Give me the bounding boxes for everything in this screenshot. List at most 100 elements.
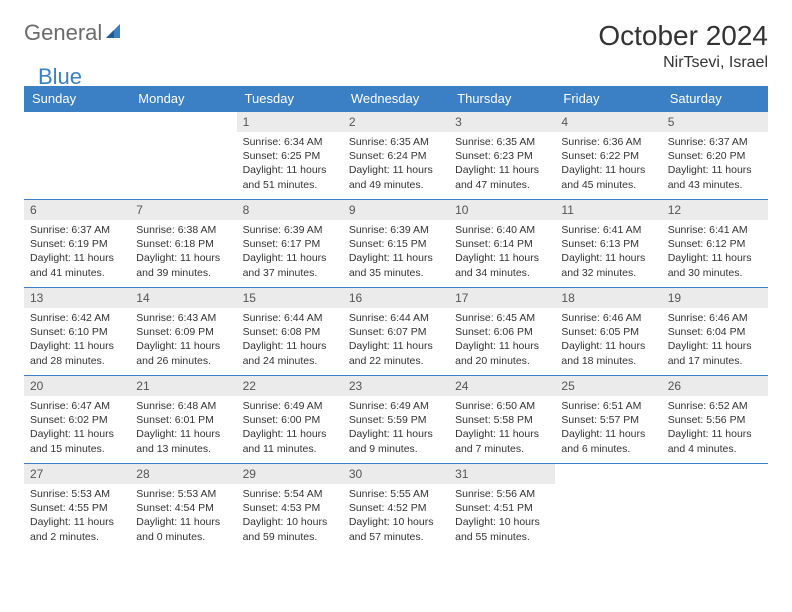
sunset-text: Sunset: 5:57 PM <box>561 413 655 427</box>
day-number: 18 <box>555 288 661 308</box>
sunrise-text: Sunrise: 6:43 AM <box>136 311 230 325</box>
daylight-text: Daylight: 11 hours and 20 minutes. <box>455 339 549 367</box>
sunset-text: Sunset: 6:18 PM <box>136 237 230 251</box>
sunset-text: Sunset: 6:02 PM <box>30 413 124 427</box>
calendar-day-cell: 15Sunrise: 6:44 AMSunset: 6:08 PMDayligh… <box>237 288 343 376</box>
sunset-text: Sunset: 6:22 PM <box>561 149 655 163</box>
weekday-header: Saturday <box>662 86 768 112</box>
day-content: Sunrise: 6:45 AMSunset: 6:06 PMDaylight:… <box>449 308 555 373</box>
calendar-week-row: 13Sunrise: 6:42 AMSunset: 6:10 PMDayligh… <box>24 288 768 376</box>
day-number: 9 <box>343 200 449 220</box>
day-number: 27 <box>24 464 130 484</box>
day-content: Sunrise: 6:46 AMSunset: 6:04 PMDaylight:… <box>662 308 768 373</box>
day-content: Sunrise: 6:41 AMSunset: 6:13 PMDaylight:… <box>555 220 661 285</box>
weekday-header: Tuesday <box>237 86 343 112</box>
sunset-text: Sunset: 6:19 PM <box>30 237 124 251</box>
sunrise-text: Sunrise: 6:49 AM <box>243 399 337 413</box>
sunrise-text: Sunrise: 6:50 AM <box>455 399 549 413</box>
day-content: Sunrise: 6:43 AMSunset: 6:09 PMDaylight:… <box>130 308 236 373</box>
day-number: 4 <box>555 112 661 132</box>
daylight-text: Daylight: 11 hours and 30 minutes. <box>668 251 762 279</box>
daylight-text: Daylight: 11 hours and 28 minutes. <box>30 339 124 367</box>
day-content: Sunrise: 5:54 AMSunset: 4:53 PMDaylight:… <box>237 484 343 549</box>
sunrise-text: Sunrise: 6:42 AM <box>30 311 124 325</box>
calendar-day-cell <box>24 112 130 200</box>
sunrise-text: Sunrise: 5:53 AM <box>30 487 124 501</box>
day-number: 12 <box>662 200 768 220</box>
daylight-text: Daylight: 11 hours and 51 minutes. <box>243 163 337 191</box>
day-content: Sunrise: 5:53 AMSunset: 4:54 PMDaylight:… <box>130 484 236 549</box>
calendar-day-cell: 9Sunrise: 6:39 AMSunset: 6:15 PMDaylight… <box>343 200 449 288</box>
calendar-day-cell: 27Sunrise: 5:53 AMSunset: 4:55 PMDayligh… <box>24 464 130 552</box>
day-number: 25 <box>555 376 661 396</box>
daylight-text: Daylight: 11 hours and 13 minutes. <box>136 427 230 455</box>
sunrise-text: Sunrise: 6:36 AM <box>561 135 655 149</box>
calendar-day-cell: 18Sunrise: 6:46 AMSunset: 6:05 PMDayligh… <box>555 288 661 376</box>
day-number: 1 <box>237 112 343 132</box>
sunset-text: Sunset: 4:53 PM <box>243 501 337 515</box>
day-number: 2 <box>343 112 449 132</box>
daylight-text: Daylight: 11 hours and 18 minutes. <box>561 339 655 367</box>
weekday-header: Thursday <box>449 86 555 112</box>
sunset-text: Sunset: 5:58 PM <box>455 413 549 427</box>
sunrise-text: Sunrise: 6:37 AM <box>668 135 762 149</box>
day-content: Sunrise: 6:47 AMSunset: 6:02 PMDaylight:… <box>24 396 130 461</box>
sunset-text: Sunset: 6:25 PM <box>243 149 337 163</box>
day-content: Sunrise: 6:39 AMSunset: 6:17 PMDaylight:… <box>237 220 343 285</box>
day-content: Sunrise: 6:49 AMSunset: 6:00 PMDaylight:… <box>237 396 343 461</box>
sunrise-text: Sunrise: 6:41 AM <box>561 223 655 237</box>
sunset-text: Sunset: 4:54 PM <box>136 501 230 515</box>
daylight-text: Daylight: 11 hours and 43 minutes. <box>668 163 762 191</box>
weekday-header: Monday <box>130 86 236 112</box>
daylight-text: Daylight: 11 hours and 45 minutes. <box>561 163 655 191</box>
weekday-header: Wednesday <box>343 86 449 112</box>
daylight-text: Daylight: 10 hours and 59 minutes. <box>243 515 337 543</box>
day-content: Sunrise: 6:39 AMSunset: 6:15 PMDaylight:… <box>343 220 449 285</box>
daylight-text: Daylight: 11 hours and 7 minutes. <box>455 427 549 455</box>
sunrise-text: Sunrise: 5:54 AM <box>243 487 337 501</box>
day-content: Sunrise: 6:36 AMSunset: 6:22 PMDaylight:… <box>555 132 661 197</box>
day-content: Sunrise: 6:46 AMSunset: 6:05 PMDaylight:… <box>555 308 661 373</box>
day-content: Sunrise: 6:51 AMSunset: 5:57 PMDaylight:… <box>555 396 661 461</box>
sail-icon <box>104 22 124 45</box>
calendar-day-cell: 8Sunrise: 6:39 AMSunset: 6:17 PMDaylight… <box>237 200 343 288</box>
calendar-table: Sunday Monday Tuesday Wednesday Thursday… <box>24 86 768 552</box>
sunrise-text: Sunrise: 6:46 AM <box>668 311 762 325</box>
header: General October 2024 NirTsevi, Israel <box>24 20 768 72</box>
daylight-text: Daylight: 11 hours and 32 minutes. <box>561 251 655 279</box>
sunrise-text: Sunrise: 6:47 AM <box>30 399 124 413</box>
day-number: 28 <box>130 464 236 484</box>
day-number: 3 <box>449 112 555 132</box>
calendar-day-cell: 11Sunrise: 6:41 AMSunset: 6:13 PMDayligh… <box>555 200 661 288</box>
calendar-day-cell: 6Sunrise: 6:37 AMSunset: 6:19 PMDaylight… <box>24 200 130 288</box>
day-content: Sunrise: 6:38 AMSunset: 6:18 PMDaylight:… <box>130 220 236 285</box>
sunrise-text: Sunrise: 6:52 AM <box>668 399 762 413</box>
sunrise-text: Sunrise: 6:38 AM <box>136 223 230 237</box>
day-number: 6 <box>24 200 130 220</box>
day-number: 16 <box>343 288 449 308</box>
calendar-day-cell: 4Sunrise: 6:36 AMSunset: 6:22 PMDaylight… <box>555 112 661 200</box>
sunset-text: Sunset: 5:56 PM <box>668 413 762 427</box>
day-content: Sunrise: 6:37 AMSunset: 6:20 PMDaylight:… <box>662 132 768 197</box>
calendar-day-cell: 23Sunrise: 6:49 AMSunset: 5:59 PMDayligh… <box>343 376 449 464</box>
sunrise-text: Sunrise: 6:35 AM <box>349 135 443 149</box>
day-number: 22 <box>237 376 343 396</box>
calendar-week-row: 20Sunrise: 6:47 AMSunset: 6:02 PMDayligh… <box>24 376 768 464</box>
day-number: 10 <box>449 200 555 220</box>
day-number: 20 <box>24 376 130 396</box>
sunset-text: Sunset: 6:13 PM <box>561 237 655 251</box>
day-number: 7 <box>130 200 236 220</box>
daylight-text: Daylight: 11 hours and 35 minutes. <box>349 251 443 279</box>
day-content: Sunrise: 6:37 AMSunset: 6:19 PMDaylight:… <box>24 220 130 285</box>
daylight-text: Daylight: 11 hours and 34 minutes. <box>455 251 549 279</box>
calendar-day-cell: 20Sunrise: 6:47 AMSunset: 6:02 PMDayligh… <box>24 376 130 464</box>
day-content: Sunrise: 6:42 AMSunset: 6:10 PMDaylight:… <box>24 308 130 373</box>
calendar-day-cell: 26Sunrise: 6:52 AMSunset: 5:56 PMDayligh… <box>662 376 768 464</box>
calendar-week-row: 1Sunrise: 6:34 AMSunset: 6:25 PMDaylight… <box>24 112 768 200</box>
sunrise-text: Sunrise: 6:34 AM <box>243 135 337 149</box>
sunset-text: Sunset: 6:14 PM <box>455 237 549 251</box>
daylight-text: Daylight: 11 hours and 41 minutes. <box>30 251 124 279</box>
day-number: 11 <box>555 200 661 220</box>
calendar-day-cell: 12Sunrise: 6:41 AMSunset: 6:12 PMDayligh… <box>662 200 768 288</box>
sunrise-text: Sunrise: 5:56 AM <box>455 487 549 501</box>
